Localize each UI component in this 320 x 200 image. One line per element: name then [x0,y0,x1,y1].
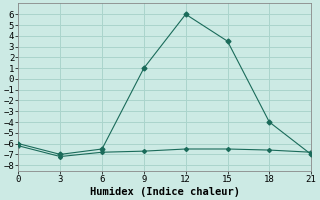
X-axis label: Humidex (Indice chaleur): Humidex (Indice chaleur) [90,186,240,197]
